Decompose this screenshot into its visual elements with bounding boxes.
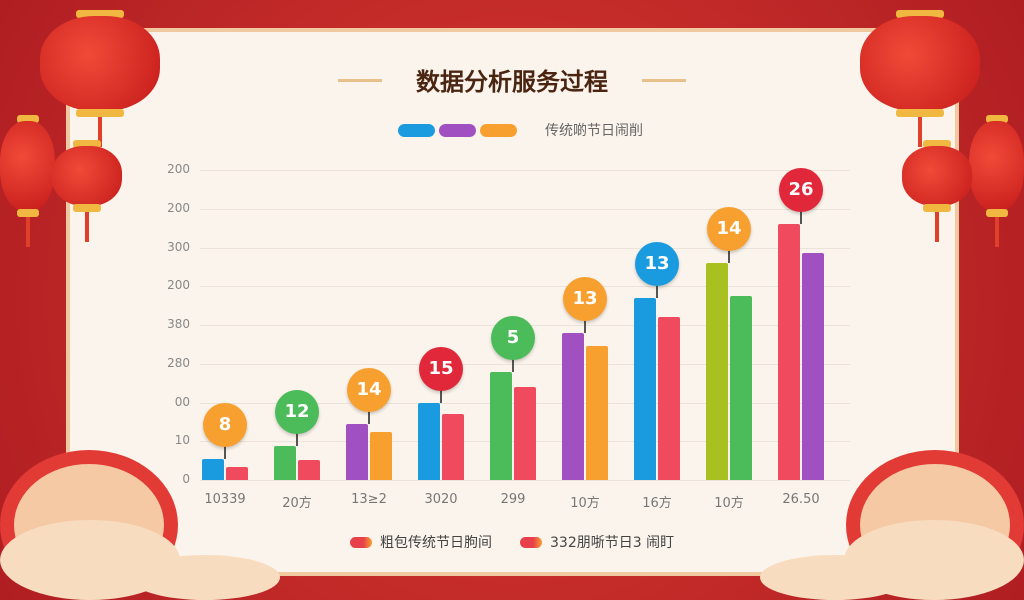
x-tick-label: 20方 (282, 496, 312, 511)
annotation-bubble: 15 (419, 346, 463, 391)
legend-swatch-purple (439, 123, 476, 137)
legend-swatch (520, 536, 542, 548)
x-tick-label: 16方 (642, 496, 672, 511)
y-tick-label: 10 (174, 433, 190, 448)
chart-title: 数据分析服务过程 (416, 68, 608, 96)
legend-top: 传统啲节日闹削 (398, 120, 643, 140)
annotation-stem (800, 210, 802, 225)
annotation-stem (296, 431, 298, 446)
legend-label: 传统啲节日闹削 (545, 123, 643, 139)
y-tick-label: 0 (182, 472, 190, 486)
bar (274, 445, 296, 480)
cloud-decoration (760, 555, 910, 600)
x-tick-label: 13≥2 (351, 492, 387, 507)
y-tick-label: 300 (167, 239, 190, 254)
cloud-decoration (130, 555, 280, 600)
annotation-bubble: 14 (707, 207, 751, 251)
y-tick-label: 380 (167, 317, 190, 331)
annotation-stem (584, 318, 586, 333)
x-tick-label: 299 (500, 492, 526, 507)
annotation-bubble: 26 (779, 168, 823, 213)
bar (442, 414, 464, 480)
annotation-stem (728, 249, 730, 263)
bar (634, 297, 656, 480)
annotation-bubble: 13 (635, 241, 679, 286)
y-tick-label: 200 (167, 278, 190, 293)
bar (514, 387, 536, 480)
bar (418, 402, 440, 480)
legend-swatch-orange (480, 123, 517, 137)
bar (202, 459, 224, 480)
legend-bottom: 粗包传统节日朐间 332朋哳节日3 闹盯 (350, 532, 674, 552)
gridline (200, 480, 850, 481)
gridline (200, 286, 850, 288)
annotation-bubble: 14 (347, 367, 391, 412)
annotation-stem (440, 388, 442, 403)
x-tick-label: 26.50 (782, 492, 820, 507)
bar (370, 431, 392, 480)
annotation-stem (224, 445, 226, 460)
bar (658, 317, 680, 480)
legend-label: 332朋哳节日3 闹盯 (550, 535, 675, 551)
gridline (200, 170, 850, 171)
legend-swatch (350, 536, 372, 548)
bar (562, 332, 584, 480)
bar (490, 371, 512, 480)
bar (730, 295, 752, 480)
bar (706, 263, 728, 480)
annotation-bubble: 5 (491, 315, 535, 360)
y-tick-label: 200 (167, 162, 190, 176)
annotation-stem (656, 283, 658, 298)
annotation-bubble: 12 (275, 389, 319, 434)
bar (802, 253, 824, 480)
annotation-bubble: 13 (563, 276, 607, 321)
legend-swatch-blue (398, 123, 435, 137)
x-tick-label: 3020 (424, 492, 458, 507)
legend-label: 粗包传统节日朐间 (380, 535, 492, 551)
bar (226, 466, 248, 480)
y-tick-label: 280 (167, 355, 190, 370)
bar (586, 346, 608, 480)
bar (346, 423, 368, 480)
title-rule (338, 79, 382, 82)
annotation-stem (512, 357, 514, 372)
annotation-stem (368, 409, 370, 424)
gridline (200, 363, 850, 365)
x-tick-label: 10方 (570, 496, 600, 511)
y-tick-label: 200 (167, 200, 190, 215)
x-tick-label: 10方 (714, 496, 744, 511)
title-rule (642, 79, 686, 82)
gridline (200, 208, 850, 210)
bar (778, 224, 800, 480)
gridline (200, 247, 850, 249)
bar (298, 459, 320, 480)
y-tick-label: 00 (174, 394, 190, 409)
x-tick-label: 10339 (204, 492, 246, 507)
annotation-bubble: 8 (203, 403, 247, 448)
